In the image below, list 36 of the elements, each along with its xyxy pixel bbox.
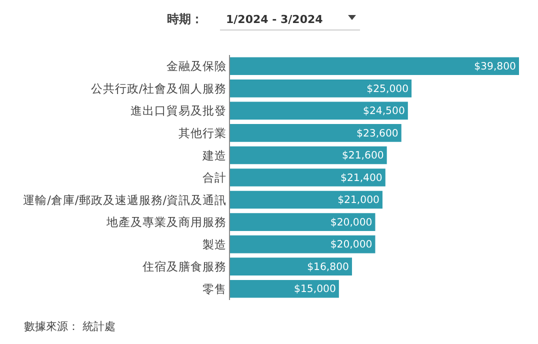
y-tick-label: 合計 [202,170,227,185]
data-label: $25,000 [366,84,409,95]
bar [230,190,382,209]
bar [230,146,387,164]
text: 數據來源： 統計處 [24,320,116,333]
data-label: $21,000 [338,195,380,206]
data-label: $20,000 [330,240,372,251]
bar [230,80,412,98]
y-tick-label: 運輸/倉庫/郵政及速遞服務/資訊及通訊 [23,192,227,207]
bar [230,124,402,142]
bar [230,213,376,231]
data-label: $23,600 [356,128,398,140]
y-tick-label: 製造 [202,237,227,252]
bar [230,102,408,120]
data-label: $39,800 [474,62,516,73]
y-tick-label: 住宿及膳食服務 [142,260,227,274]
bar [230,280,339,298]
bar [230,57,519,76]
data-label: $15,000 [294,284,336,296]
y-tick-label: 地產及專業及商用服務 [106,215,227,230]
data-label: $16,800 [307,262,349,273]
y-tick-label: 金融及保險 [166,59,227,74]
y-tick-label: 零售 [202,282,227,296]
data-label: $21,400 [340,172,382,184]
bar [230,168,386,186]
data-label: $24,500 [363,106,405,118]
chart-title: 時期： [167,12,203,26]
data-label: $20,000 [330,217,372,228]
y-tick-label: 公共行政/社會及個人服務 [90,81,227,96]
y-tick-label: 進出口貿易及批發 [130,104,227,118]
y-tick-label: 其他行業 [178,126,227,140]
bar [230,258,352,276]
chart-subtitle: 1/2024 - 3/2024 [226,13,324,26]
data-label: $21,600 [342,150,384,162]
bar [230,235,376,254]
y-tick-label: 建造 [202,148,227,162]
